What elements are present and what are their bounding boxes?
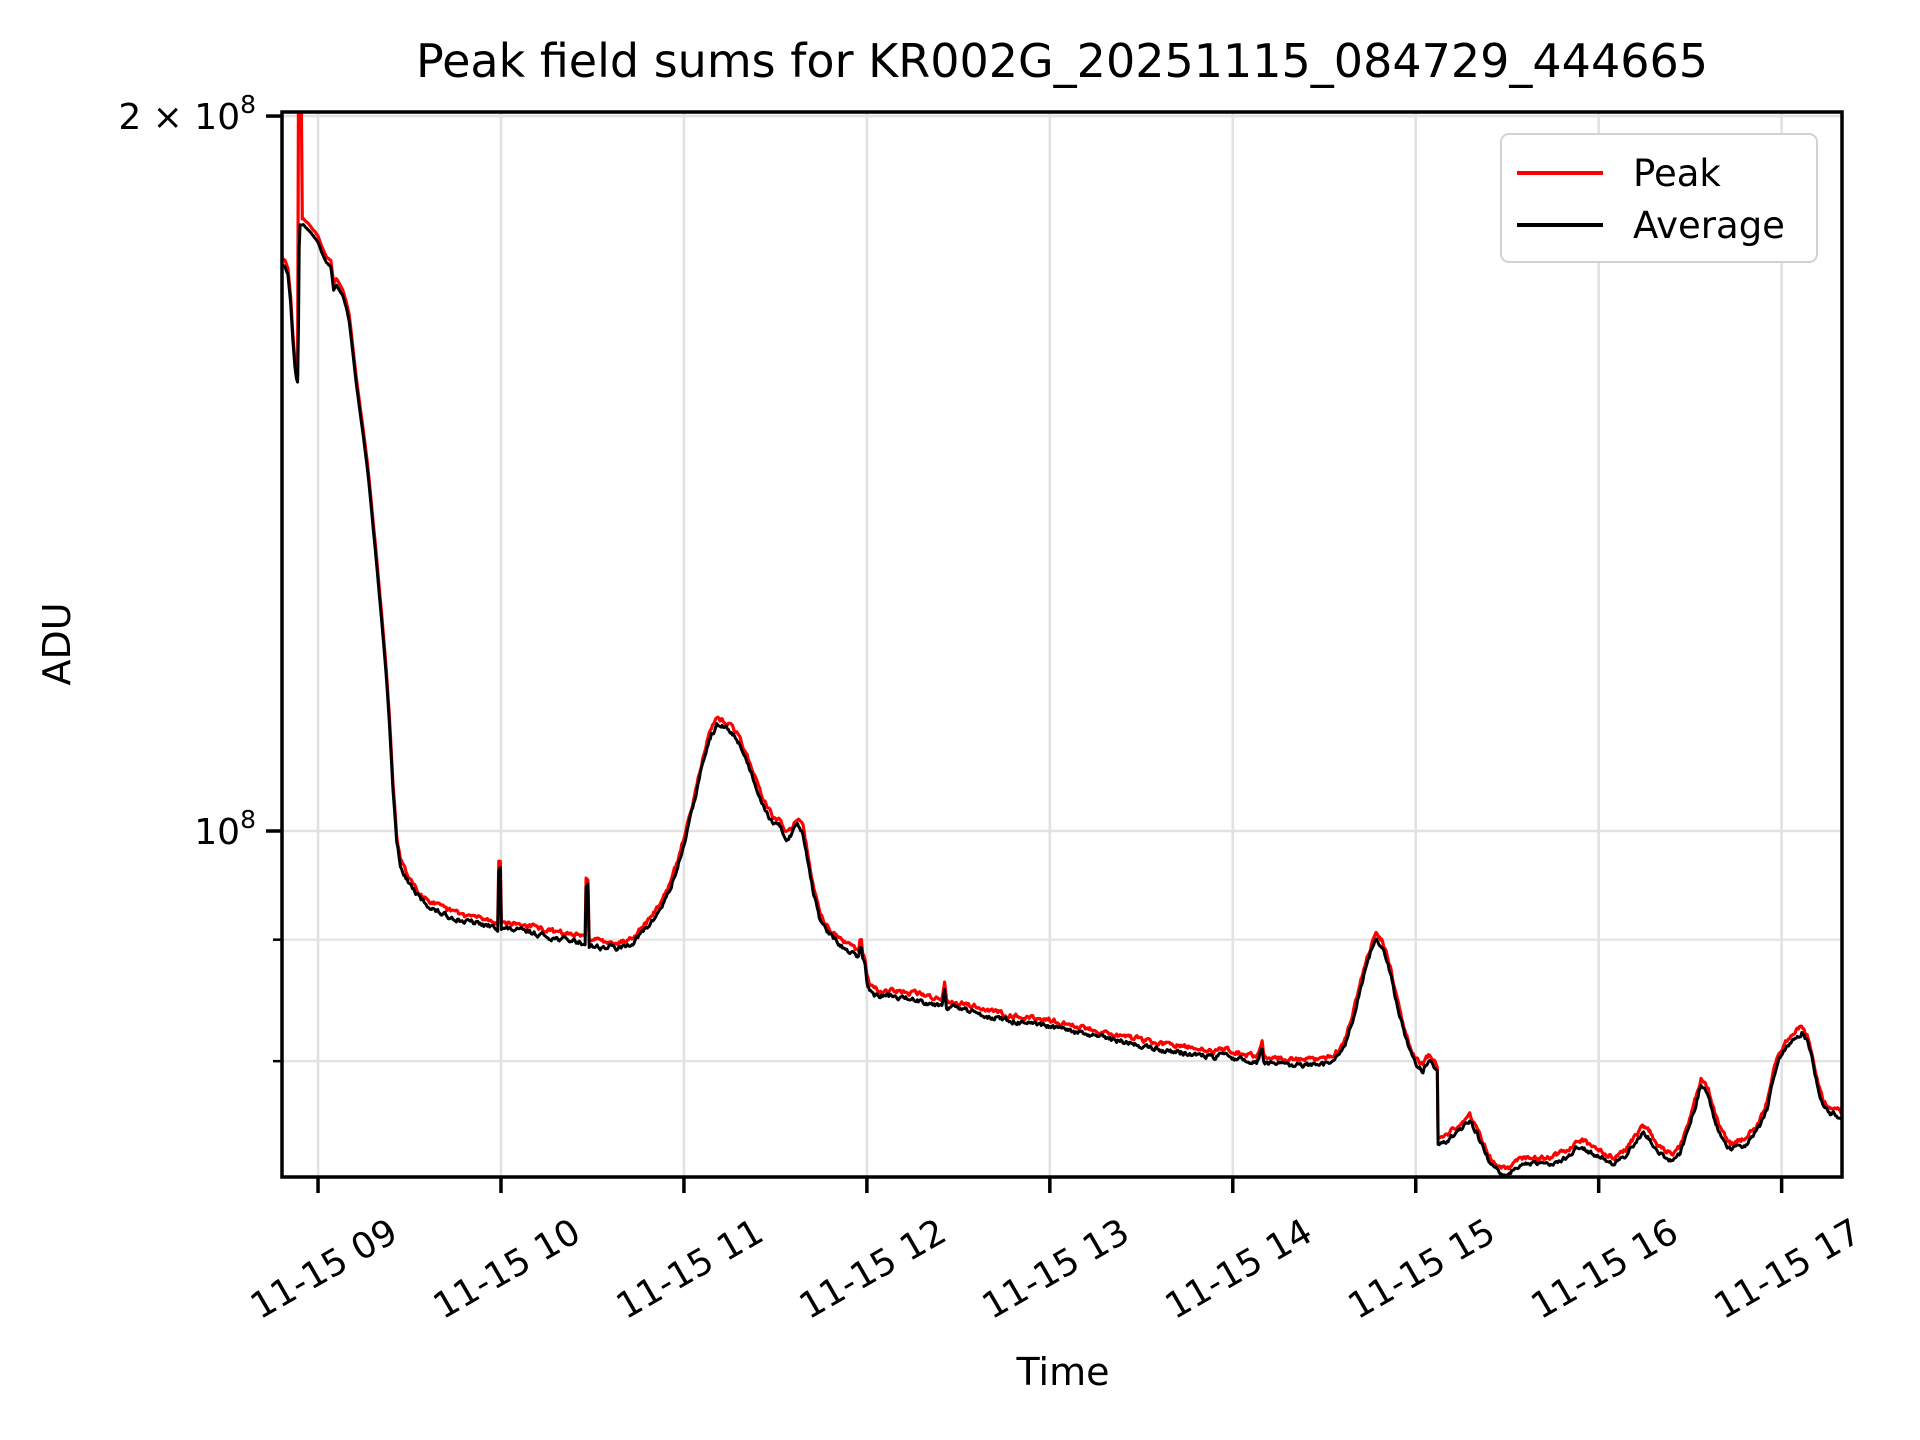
legend-entry-average: Average — [1502, 199, 1816, 251]
svg-text:11-15 14: 11-15 14 — [1159, 1211, 1320, 1327]
peak-line-swatch — [1517, 171, 1603, 175]
chart-title: Peak field sums for KR002G_20251115_0847… — [415, 34, 1709, 88]
svg-text:11-15 16: 11-15 16 — [1525, 1211, 1686, 1327]
svg-text:11-15 10: 11-15 10 — [427, 1211, 588, 1327]
svg-text:108: 108 — [194, 805, 256, 853]
legend-entry-peak: Peak — [1502, 147, 1816, 199]
svg-text:2 × 108: 2 × 108 — [118, 90, 256, 138]
svg-text:11-15 17: 11-15 17 — [1707, 1211, 1868, 1327]
legend-label-peak: Peak — [1633, 151, 1721, 195]
svg-text:11-15 12: 11-15 12 — [793, 1211, 954, 1327]
svg-text:11-15 15: 11-15 15 — [1342, 1211, 1503, 1327]
svg-text:11-15 09: 11-15 09 — [244, 1211, 405, 1327]
legend-label-average: Average — [1633, 203, 1785, 247]
svg-text:11-15 11: 11-15 11 — [610, 1211, 771, 1327]
x-axis-label: Time — [1016, 1350, 1110, 1394]
average-line-swatch — [1517, 223, 1603, 227]
svg-text:11-15 13: 11-15 13 — [976, 1211, 1137, 1327]
legend: Peak Average — [1500, 133, 1818, 263]
y-axis-label: ADU — [35, 602, 79, 686]
